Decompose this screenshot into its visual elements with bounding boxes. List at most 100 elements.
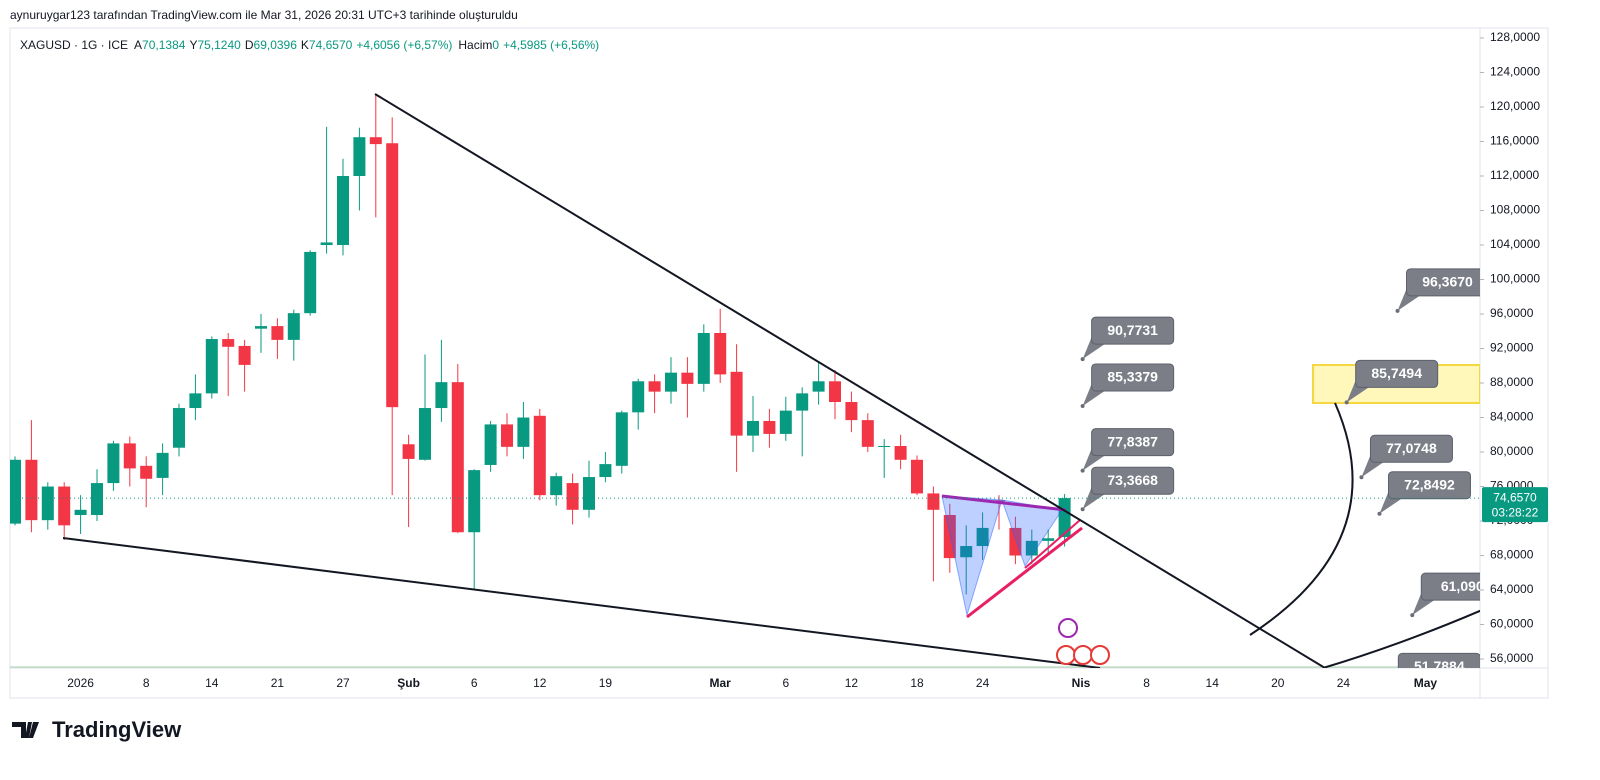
y-tick-label: 60,0000 [1490,617,1534,631]
annotation-label: 77,8387 [1107,433,1158,449]
axes: 56,000060,000064,000068,000072,000076,00… [67,30,1540,690]
x-tick-label: May [1414,676,1438,690]
x-tick-label: 6 [471,676,478,690]
y-tick-label: 64,0000 [1490,582,1534,596]
candle-body [156,452,169,478]
legend-item: 0 [492,38,499,52]
candle-body [25,459,38,521]
annotation-label: 61,090 [1441,578,1484,594]
legend-item: D [245,38,254,52]
legend-item: Hacim [458,38,492,52]
arc [1322,609,1480,668]
price-tag-label: 74,6570 [1493,490,1537,504]
candle-body [484,424,497,465]
x-tick-label: Şub [397,676,420,690]
candle-body [878,445,891,447]
y-tick-label: 68,0000 [1490,548,1534,562]
candle-body [796,393,809,411]
y-tick-label: 120,0000 [1490,99,1540,113]
x-tick-label: Nis [1072,676,1091,690]
x-tick-label: 21 [271,676,285,690]
chart-frame [9,27,1549,699]
annotations: 90,7731 85,3379 77,8387 73,3668 96,3670 85,74… [1080,268,1484,697]
annotation-box [1091,363,1175,392]
annotation-box [1420,572,1480,601]
candle-body [976,527,989,547]
candle-body [1009,527,1022,556]
candle-body [10,459,21,524]
candle-body [927,493,940,510]
annotation-label: 85,7494 [1371,365,1422,381]
annotation-label: 90,7731 [1107,322,1158,338]
candle-body [337,176,349,246]
price-tag [1482,487,1548,523]
candle-body [238,345,251,365]
annotation-box [1397,652,1480,668]
trend-line [374,93,1326,668]
plot-area: 90,7731 85,3379 77,8387 73,3668 96,3670 85,74… [10,93,1484,697]
event-icon[interactable] [1058,618,1078,638]
y-tick-label: 92,0000 [1490,341,1534,355]
candle-body [583,477,595,510]
candle-body [255,326,267,329]
candle-body [632,381,645,413]
x-tick-label: 18 [910,676,924,690]
candle-body [648,381,661,392]
candle-body [533,415,546,496]
x-tick-label: 6 [782,676,789,690]
annotation-label: 72,8492 [1404,476,1455,492]
created-by: aynuruygar123 tarafından TradingView.com… [10,8,518,22]
candle-body [779,410,792,434]
candle-body [74,509,87,515]
candle-body [468,470,481,533]
x-tick-label: 8 [143,676,150,690]
countdown: 03:28:22 [1492,505,1539,519]
candle-body [566,483,579,510]
candle-body [271,326,284,340]
candle-body [763,420,776,434]
y-tick-label: 80,0000 [1490,444,1534,458]
candle-body [123,443,136,469]
candle-body [714,332,727,375]
candle-body [697,332,710,384]
annotation-box [1091,316,1175,345]
x-tick-label: 27 [336,676,350,690]
arc [1249,402,1354,636]
y-tick-label: 88,0000 [1490,375,1534,389]
legend-item: 69,0396 [254,38,298,52]
annotation-point [1387,693,1391,697]
candles [10,94,1071,595]
event-icon[interactable] [1056,645,1076,665]
event-icon[interactable] [1090,645,1110,665]
y-tick-label: 124,0000 [1490,65,1540,79]
y-tick-label: 104,0000 [1490,237,1540,251]
candle-body [615,412,628,466]
candle-body [140,465,153,479]
candle-body [550,476,563,496]
support-line [966,526,1083,619]
legend-item: Y [189,38,197,52]
support-line [1024,519,1081,569]
legend-item: +4,5985 (+6,56%) [503,38,599,52]
trend-line [62,537,1101,668]
candle-body [911,459,923,494]
event-icon[interactable] [1073,645,1093,665]
candle-body [304,251,317,314]
y-tick-label: 128,0000 [1490,30,1540,44]
legend-item: A [134,38,142,52]
candle-body [222,339,235,347]
candle-body [353,137,366,177]
x-tick-label: 14 [1206,676,1220,690]
candle-body [451,382,464,533]
legend-item: XAGUSD · 1G · ICE [20,38,128,52]
annotation-box [1387,471,1471,500]
candle-body [960,546,973,558]
y-tick-label: 96,0000 [1490,306,1534,320]
x-tick-label: 12 [533,676,547,690]
logo: TradingView [12,717,182,742]
annotation-label: 96,3670 [1422,274,1473,290]
x-tick-label: 20 [1271,676,1285,690]
candle-body [812,381,825,392]
y-tick-label: 108,0000 [1490,203,1540,217]
